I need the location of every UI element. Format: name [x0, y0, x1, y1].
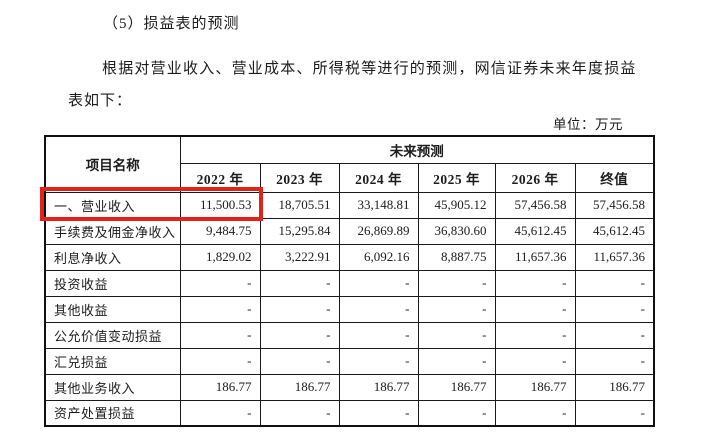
year-header: 终值 [574, 162, 655, 193]
item-name-header: 项目名称 [44, 135, 181, 193]
row-value-cell: 33,148.81 [338, 191, 419, 219]
row-value-cell: - [338, 321, 419, 349]
row-value-cell: - [259, 347, 340, 375]
table-row: 手续费及佣金净收入 9,484.75 15,295.84 26,869.89 36,8… [44, 217, 655, 245]
row-item-name: 利息净收入 [44, 243, 181, 271]
row-value-cell: 186.77 [179, 373, 261, 401]
row-value-cell: - [494, 321, 576, 349]
row-value-cell: - [494, 269, 576, 297]
row-value-cell: 45,612.45 [574, 217, 655, 245]
row-value-cell: 11,657.36 [494, 243, 576, 271]
year-header: 2025 年 [417, 162, 496, 193]
table-body: 一、营业收入 11,500.53 18,705.51 33,148.81 45,905… [44, 191, 655, 427]
row-value-cell: 15,295.84 [259, 217, 340, 245]
row-item-name: 其他收益 [44, 295, 181, 323]
year-header: 2026 年 [494, 162, 576, 193]
row-value-cell: 186.77 [494, 373, 576, 401]
row-value-cell: - [259, 295, 340, 323]
row-value-cell: - [574, 295, 655, 323]
row-value-cell: 1,829.02 [179, 243, 261, 271]
row-value-cell: - [574, 347, 655, 375]
year-header: 2023 年 [259, 162, 340, 193]
row-value-cell: - [494, 295, 576, 323]
row-value-cell: 57,456.58 [494, 191, 576, 219]
row-value-cell: - [417, 321, 496, 349]
row-value-cell: 11,500.53 [179, 191, 261, 219]
forecast-table-container: 项目名称 未来预测 2022 年 2023 年 2024 年 2025 年 2026 年… [40, 135, 655, 427]
row-value-cell: 186.77 [574, 373, 655, 401]
row-value-cell: - [574, 399, 655, 427]
row-value-cell: 186.77 [338, 373, 419, 401]
row-value-cell: - [417, 295, 496, 323]
table-row: 汇兑损益 ------ [44, 347, 655, 375]
year-header: 2022 年 [179, 162, 261, 193]
header-row-forecast: 项目名称 未来预测 [44, 135, 655, 193]
row-value-cell: 36,830.60 [417, 217, 496, 245]
row-value-cell: 9,484.75 [179, 217, 261, 245]
row-value-cell: - [179, 399, 261, 427]
row-value-cell: - [417, 347, 496, 375]
row-value-cell: 186.77 [417, 373, 496, 401]
row-value-cell: 45,612.45 [494, 217, 576, 245]
table-row: 一、营业收入 11,500.53 18,705.51 33,148.81 45,905… [44, 191, 655, 219]
row-value-cell: 57,456.58 [574, 191, 655, 219]
row-value-cell: 186.77 [259, 373, 340, 401]
table-row: 其他业务收入 186.77 186.77 186.77 186.77 186.77 186… [44, 373, 655, 401]
forecast-table: 项目名称 未来预测 2022 年 2023 年 2024 年 2025 年 2026 年… [44, 135, 655, 427]
row-item-name: 资产处置损益 [44, 399, 181, 427]
row-value-cell: - [338, 347, 419, 375]
unit-label: 单位：万元 [553, 117, 623, 132]
row-value-cell: - [417, 399, 496, 427]
row-item-name: 一、营业收入 [44, 191, 181, 219]
row-item-name: 手续费及佣金净收入 [44, 217, 181, 245]
row-value-cell: - [259, 269, 340, 297]
row-value-cell: - [179, 347, 261, 375]
row-value-cell: 8,887.75 [417, 243, 496, 271]
row-item-name: 其他业务收入 [44, 373, 181, 401]
table-row: 公允价值变动损益 ------ [44, 321, 655, 349]
year-header: 2024 年 [338, 162, 419, 193]
row-value-cell: - [338, 295, 419, 323]
table-row: 利息净收入 1,829.02 3,222.91 6,092.16 8,887.75 11… [44, 243, 655, 271]
row-value-cell: - [574, 269, 655, 297]
row-value-cell: - [338, 269, 419, 297]
row-value-cell: 45,905.12 [417, 191, 496, 219]
forecast-header: 未来预测 [179, 135, 655, 164]
section-heading: （5）损益表的预测 [103, 16, 240, 32]
row-value-cell: 18,705.51 [259, 191, 340, 219]
row-value-cell: - [259, 321, 340, 349]
row-value-cell: - [574, 321, 655, 349]
row-item-name: 投资收益 [44, 269, 181, 297]
year-header-row: 2022 年 2023 年 2024 年 2025 年 2026 年终值 [45, 162, 655, 193]
row-value-cell: - [179, 321, 261, 349]
row-value-cell: 3,222.91 [259, 243, 340, 271]
row-value-cell: - [259, 399, 340, 427]
row-item-name: 公允价值变动损益 [44, 321, 181, 349]
row-value-cell: 11,657.36 [574, 243, 655, 271]
row-value-cell: - [338, 399, 419, 427]
row-value-cell: - [417, 269, 496, 297]
row-value-cell: 6,092.16 [338, 243, 419, 271]
table-row: 资产处置损益 ------ [44, 399, 655, 427]
table-row: 其他收益 ------ [44, 295, 655, 323]
intro-paragraph-line-2: 表如下： [68, 93, 133, 109]
row-value-cell: - [179, 269, 261, 297]
row-value-cell: - [179, 295, 261, 323]
row-item-name: 汇兑损益 [44, 347, 181, 375]
row-value-cell: - [494, 399, 576, 427]
intro-paragraph-line-1: 根据对营业收入、营业成本、所得税等进行的预测，网信证券未来年度损益 [102, 61, 637, 77]
row-value-cell: - [494, 347, 576, 375]
table-row: 投资收益 ------ [44, 269, 655, 297]
row-value-cell: 26,869.89 [338, 217, 419, 245]
